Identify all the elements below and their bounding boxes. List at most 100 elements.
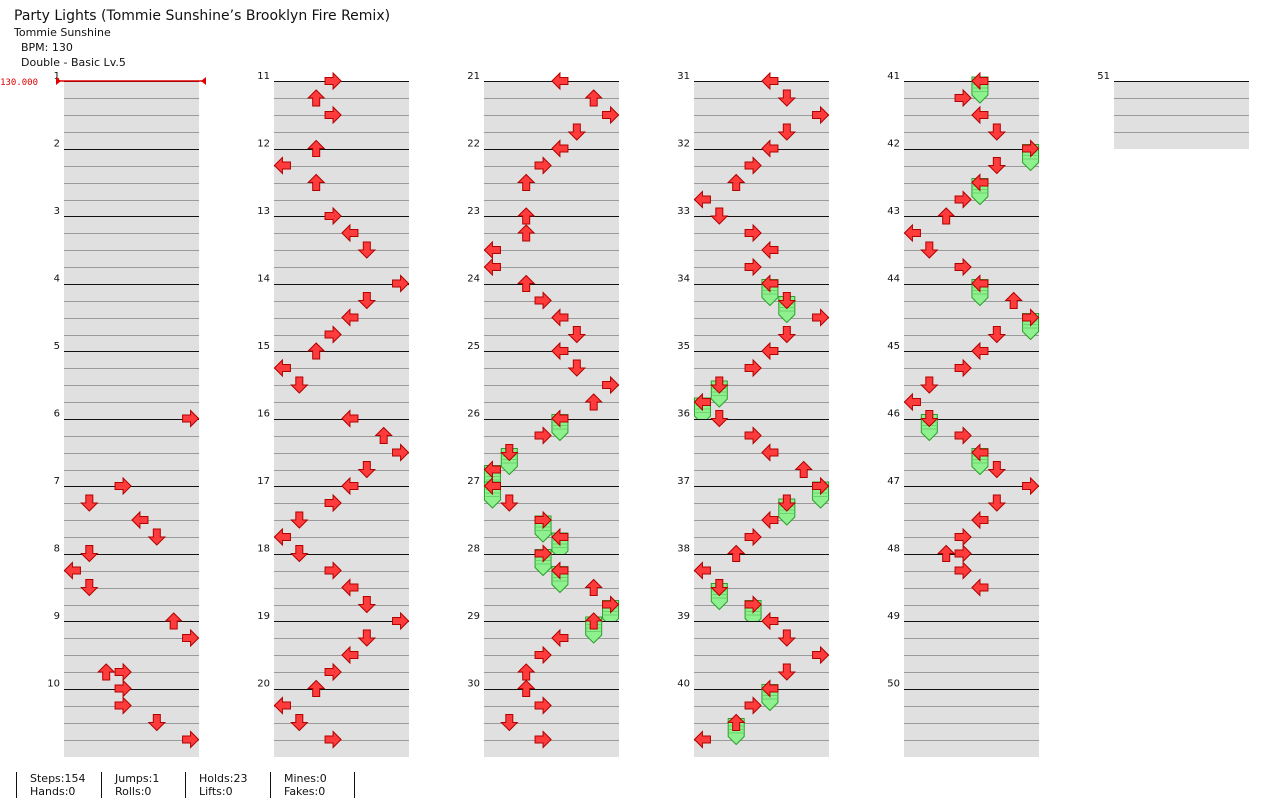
beat-band	[484, 690, 619, 706]
beat-band	[274, 82, 409, 98]
beat-band	[274, 319, 409, 335]
beat-band	[484, 251, 619, 267]
arrow-up-icon	[726, 544, 746, 562]
beat-band	[694, 741, 829, 757]
measure-number: 24	[467, 274, 480, 285]
stat-column-2: Jumps:1 Rolls:0	[115, 772, 159, 798]
measure: 20	[257, 679, 409, 757]
arrow-left-icon	[551, 71, 569, 91]
arrow-right-icon	[954, 358, 972, 378]
arrow-right-icon	[812, 308, 830, 327]
measure: 7	[54, 476, 199, 554]
arrow-down-icon	[777, 629, 797, 647]
beat-band	[694, 420, 829, 436]
measure-number: 3	[54, 206, 60, 217]
beat-band	[694, 622, 829, 638]
arrow-left-icon	[693, 190, 711, 209]
beat-band	[274, 234, 409, 250]
measure: 38	[677, 544, 829, 628]
measure: 47	[887, 476, 1040, 554]
measure: 11	[257, 71, 409, 149]
measure: 27	[467, 476, 619, 560]
beat-band	[904, 116, 1039, 132]
measure: 15	[257, 341, 409, 419]
beat-band	[64, 420, 199, 436]
beat-band	[64, 403, 199, 419]
arrow-left-icon	[693, 392, 711, 412]
stat-fakes: Fakes:0	[284, 785, 326, 798]
arrow-left-icon	[483, 460, 501, 479]
bpm-marker: 130.000	[0, 77, 206, 88]
beat-band	[274, 504, 409, 520]
beat-band	[694, 504, 829, 520]
beat-band	[694, 133, 829, 149]
arrow-left-icon	[761, 240, 779, 260]
measure: 29	[467, 611, 619, 689]
beat-band	[904, 437, 1039, 453]
beat-band	[64, 572, 199, 588]
beat-band	[274, 302, 409, 318]
arrow-right-icon	[954, 190, 972, 209]
beat-band	[274, 99, 409, 115]
arrow-left-icon	[483, 257, 501, 277]
arrow-up-icon	[936, 207, 956, 225]
beat-band	[274, 184, 409, 200]
measure: 8	[54, 544, 199, 622]
arrow-down-icon	[777, 292, 797, 310]
measure-number: 15	[257, 341, 270, 352]
arrow-right-icon	[324, 105, 342, 125]
beat-band	[274, 622, 409, 638]
arrow-left-icon	[761, 341, 779, 361]
measure-number: 1	[54, 71, 60, 82]
beat-band	[484, 285, 619, 301]
beat-band	[904, 538, 1039, 554]
stats-divider	[16, 772, 17, 798]
arrow-down-icon	[500, 714, 519, 732]
arrow-down-icon	[567, 359, 587, 377]
beat-band	[64, 589, 199, 605]
measure: 41	[887, 71, 1039, 149]
beat-band	[64, 251, 199, 267]
arrow-down-icon	[710, 579, 729, 597]
beat-band	[274, 217, 409, 233]
arrow-right-icon	[534, 426, 552, 445]
beat-band	[274, 268, 409, 284]
arrow-down-icon	[987, 157, 1007, 175]
measure: 51	[1097, 71, 1249, 149]
measure: 40	[677, 679, 829, 757]
arrow-up-icon	[306, 679, 326, 697]
beat-band	[64, 555, 199, 571]
arrow-right-icon	[114, 679, 132, 698]
stats-divider	[270, 772, 271, 798]
song-artist: Tommie Sunshine	[14, 26, 111, 39]
measure: 6	[54, 409, 200, 487]
beat-band	[904, 639, 1039, 655]
arrow-right-icon	[1022, 139, 1040, 158]
beat-band	[904, 268, 1039, 284]
beat-band	[484, 99, 619, 115]
measure: 45	[887, 341, 1039, 419]
beat-band	[274, 251, 409, 267]
arrow-left-icon	[551, 308, 569, 327]
beat-band	[274, 487, 409, 503]
arrow-up-icon	[584, 612, 603, 630]
measure: 3	[54, 206, 199, 284]
arrow-right-icon	[744, 223, 762, 243]
measure-number: 12	[257, 139, 270, 150]
beat-band	[904, 606, 1039, 622]
measure-number: 29	[467, 611, 480, 622]
arrow-left-icon	[903, 223, 921, 243]
song-header: Party Lights (Tommie Sunshine’s Brooklyn…	[14, 8, 390, 70]
bpm-marker-label: 130.000	[0, 78, 38, 88]
arrow-right-icon	[114, 696, 132, 715]
bpm-start-tick	[56, 77, 61, 85]
measure: 16	[257, 409, 410, 487]
stat-steps: Steps:154	[30, 772, 86, 785]
arrow-right-icon	[392, 274, 410, 293]
measure: 42	[887, 139, 1040, 217]
arrow-left-icon	[971, 510, 989, 530]
beat-band	[904, 589, 1039, 605]
beat-band	[64, 116, 199, 132]
arrow-down-icon	[777, 123, 797, 141]
arrow-up-icon	[726, 713, 746, 731]
